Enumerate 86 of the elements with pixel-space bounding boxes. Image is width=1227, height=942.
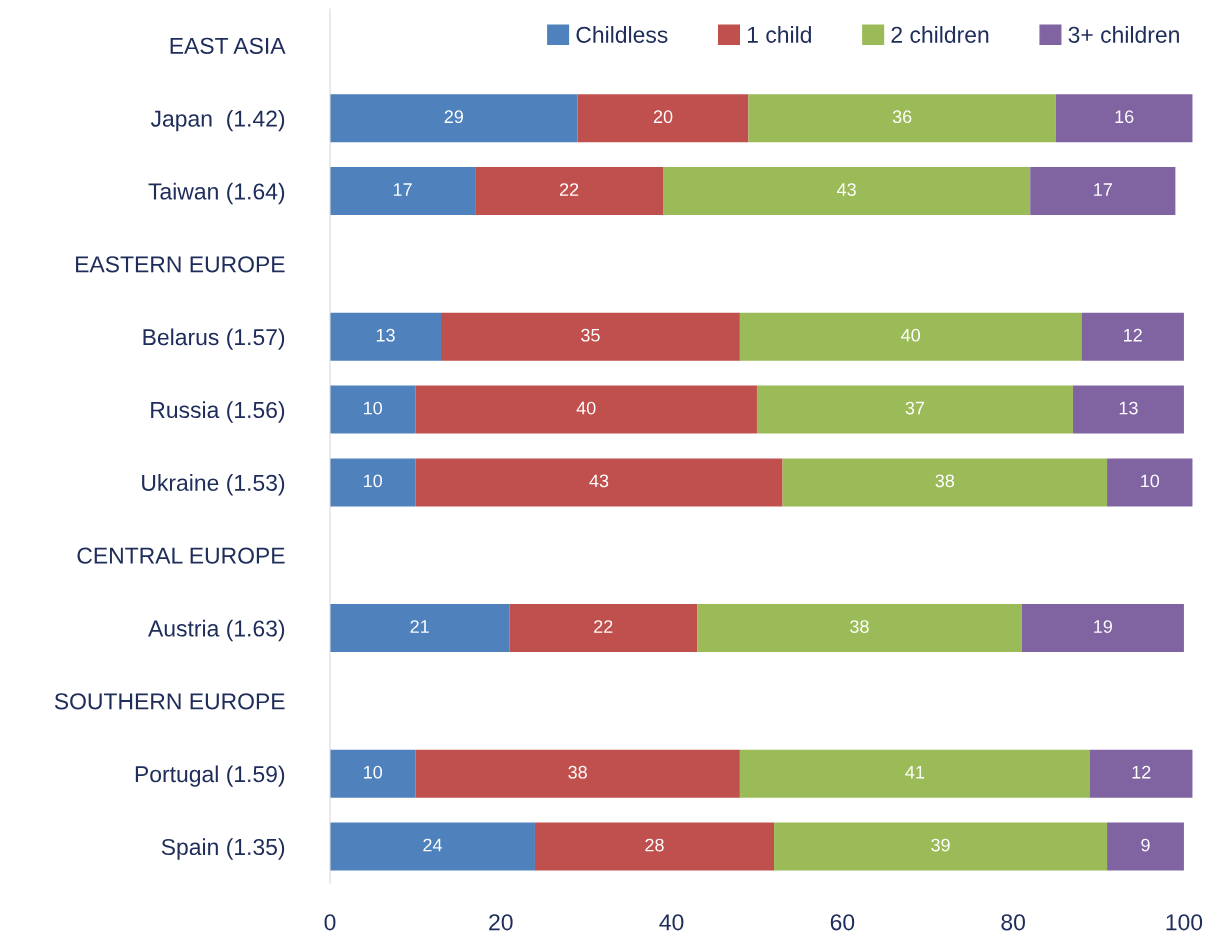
y-tick-label: SOUTHERN EUROPE xyxy=(54,693,285,710)
data-label: 10 xyxy=(364,765,383,779)
data-label: 40 xyxy=(901,328,920,342)
data-label: 22 xyxy=(594,620,613,633)
y-tick-label: EAST ASIA xyxy=(170,37,286,54)
data-label: 38 xyxy=(935,474,955,488)
data-label: 24 xyxy=(423,838,442,852)
y-tick-label: Japan (1.42) xyxy=(150,109,285,132)
legend-label: 2 children xyxy=(891,26,989,43)
data-label: 10 xyxy=(364,474,383,488)
bar xyxy=(330,458,416,507)
bar xyxy=(577,94,749,143)
legend-label: 3+ children xyxy=(1068,26,1179,43)
data-label: 13 xyxy=(1119,401,1138,415)
y-tick-label: Taiwan (1.64) xyxy=(148,182,285,205)
x-tick-label: 0 xyxy=(324,914,336,931)
bar xyxy=(330,822,535,871)
data-label: 17 xyxy=(393,183,412,196)
bar xyxy=(330,94,578,143)
bar xyxy=(663,167,1031,216)
data-label: 20 xyxy=(653,110,673,124)
data-label: 19 xyxy=(1094,620,1112,633)
bar xyxy=(415,749,740,798)
legend-label: Childless xyxy=(576,26,668,43)
bar xyxy=(1072,385,1184,434)
data-label: 10 xyxy=(364,401,383,415)
bar xyxy=(475,167,664,216)
bar xyxy=(697,604,1022,653)
bar xyxy=(1107,822,1184,871)
y-tick-label: Spain (1.35) xyxy=(161,838,285,860)
data-label: 10 xyxy=(1141,474,1160,488)
data-label: 12 xyxy=(1124,328,1142,342)
bar xyxy=(330,167,476,216)
data-label: 36 xyxy=(892,110,912,124)
bar xyxy=(739,312,1082,361)
bar xyxy=(330,312,442,361)
y-tick-label: Belarus (1.57) xyxy=(143,328,285,350)
y-tick-label: EASTERN EUROPE xyxy=(76,256,285,273)
data-label: 16 xyxy=(1115,110,1134,124)
data-label: 13 xyxy=(376,328,395,342)
bar xyxy=(1021,604,1184,653)
bar xyxy=(756,385,1073,434)
bar xyxy=(509,604,698,653)
x-tick-label: 60 xyxy=(830,914,855,931)
bar xyxy=(534,822,775,871)
bar xyxy=(1081,312,1184,361)
bar xyxy=(415,458,783,507)
data-label: 17 xyxy=(1094,183,1112,196)
bar xyxy=(1089,749,1193,798)
y-tick-label: Ukraine (1.53) xyxy=(142,474,285,496)
bar xyxy=(1107,458,1193,507)
data-label: 39 xyxy=(931,838,950,852)
x-tick-label: 80 xyxy=(1001,914,1025,931)
bar xyxy=(782,458,1108,507)
data-label: 40 xyxy=(576,401,596,415)
data-label: 38 xyxy=(850,620,869,633)
y-tick-label: Portugal (1.59) xyxy=(135,765,285,787)
data-label: 38 xyxy=(568,765,587,779)
bar xyxy=(441,312,740,361)
data-label: 29 xyxy=(444,110,464,124)
legend-label: 1 child xyxy=(747,26,811,43)
data-label: 41 xyxy=(905,766,925,779)
data-label: 12 xyxy=(1132,765,1151,779)
bar xyxy=(774,822,1108,871)
data-label: 9 xyxy=(1141,838,1150,852)
bar xyxy=(748,94,1056,143)
data-label: 37 xyxy=(905,401,925,415)
bar xyxy=(330,749,416,798)
data-label: 28 xyxy=(645,838,664,852)
bar xyxy=(330,385,416,434)
y-tick-label: Russia (1.56) xyxy=(151,401,285,423)
bar xyxy=(739,749,1090,798)
bar xyxy=(1030,167,1176,216)
data-label: 22 xyxy=(559,183,579,196)
x-tick-label: 40 xyxy=(659,914,684,931)
data-label: 35 xyxy=(581,328,600,342)
bar xyxy=(415,385,757,434)
y-tick-label: CENTRAL EUROPE xyxy=(77,547,285,564)
data-label: 21 xyxy=(410,620,429,633)
y-tick-label: Austria (1.63) xyxy=(148,619,285,642)
bar xyxy=(1055,94,1193,143)
x-tick-label: 100 xyxy=(1166,914,1203,931)
x-tick-label: 20 xyxy=(489,914,513,931)
data-label: 43 xyxy=(589,474,609,488)
data-label: 43 xyxy=(837,183,856,196)
bar xyxy=(330,604,510,653)
